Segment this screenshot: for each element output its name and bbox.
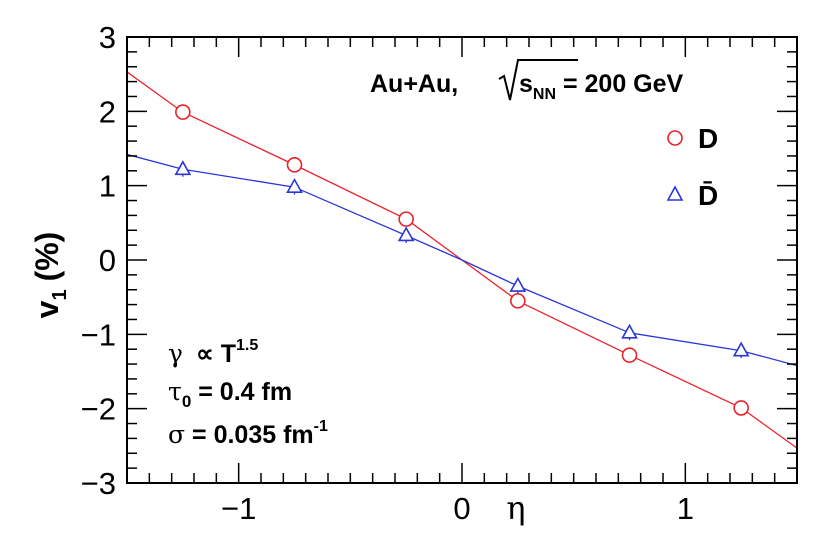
y-tick-label: −3 — [81, 466, 116, 501]
data-point-dbar — [174, 160, 192, 176]
y-axis-title-unit: (%) — [29, 232, 65, 282]
x-tick-label: −1 — [221, 491, 256, 526]
axis-ticks — [126, 36, 798, 484]
gamma-symbol: γ — [168, 339, 183, 368]
x-tick-label: 0 — [453, 491, 470, 526]
y-tick-label: 0 — [99, 243, 116, 278]
y-tick-label: −1 — [81, 317, 116, 352]
y-tick-label: 2 — [99, 94, 116, 129]
tau-symbol: τ — [168, 377, 182, 406]
data-point-d — [510, 293, 526, 309]
data-point-d — [621, 347, 638, 363]
svg-text:v1(%): v1 (%) — [29, 232, 71, 319]
y-tick-label: −2 — [81, 392, 116, 427]
gamma-annotation: γ ∝ T1.5 — [168, 337, 258, 368]
series-curves — [126, 71, 798, 449]
sigma-value: = 0.035 fm — [185, 421, 314, 449]
data-point-d — [398, 211, 414, 227]
data-point-dbar — [286, 178, 303, 193]
y-axis-title-main: v — [29, 300, 65, 318]
y-tick-label: 1 — [99, 169, 116, 204]
system-label: Au+Au, — [370, 70, 458, 98]
energy-value: = 200 GeV — [556, 70, 683, 98]
series-markers — [174, 104, 750, 416]
tau-sub: 0 — [182, 392, 191, 411]
x-axis-title: η — [506, 489, 525, 527]
tau-annotation: τ0 = 0.4 fm — [168, 377, 292, 411]
data-point-dbar — [621, 323, 638, 339]
data-point-d — [733, 400, 749, 416]
sigma-annotation: σ = 0.035 fm-1 — [168, 418, 328, 449]
data-point-d — [286, 157, 303, 173]
legend: D D̄ — [666, 123, 718, 211]
energy-label: sNN = 200 GeV — [519, 70, 684, 103]
legend-label-d: D — [698, 123, 718, 154]
y-tick-label: 3 — [99, 20, 116, 55]
y-axis-title: v1 (%) — [29, 232, 71, 319]
sigma-symbol: σ — [168, 420, 185, 449]
data-point-dbar — [509, 276, 527, 292]
axis-tick-labels: −1 0 1 −3 −2 −1 0 1 2 3 — [81, 20, 694, 526]
series-line-1 — [126, 153, 798, 367]
sigma-exponent: -1 — [314, 418, 328, 435]
x-tick-label: 1 — [677, 491, 694, 526]
legend-marker-d — [667, 130, 683, 146]
energy-sqrt-var: s — [519, 70, 533, 98]
data-point-dbar — [732, 341, 750, 357]
sqrt-sign — [498, 59, 578, 101]
data-point-dbar — [397, 226, 415, 242]
tau-value: = 0.4 fm — [191, 378, 292, 406]
legend-label-dbar: D̄ — [698, 180, 718, 211]
y-axis-title-sub: 1 — [49, 289, 71, 300]
data-point-d — [175, 104, 191, 120]
energy-sub: NN — [533, 86, 556, 103]
legend-marker-dbar — [666, 185, 684, 201]
gamma-relation: ∝ T — [189, 340, 236, 368]
gamma-exponent: 1.5 — [236, 337, 258, 354]
